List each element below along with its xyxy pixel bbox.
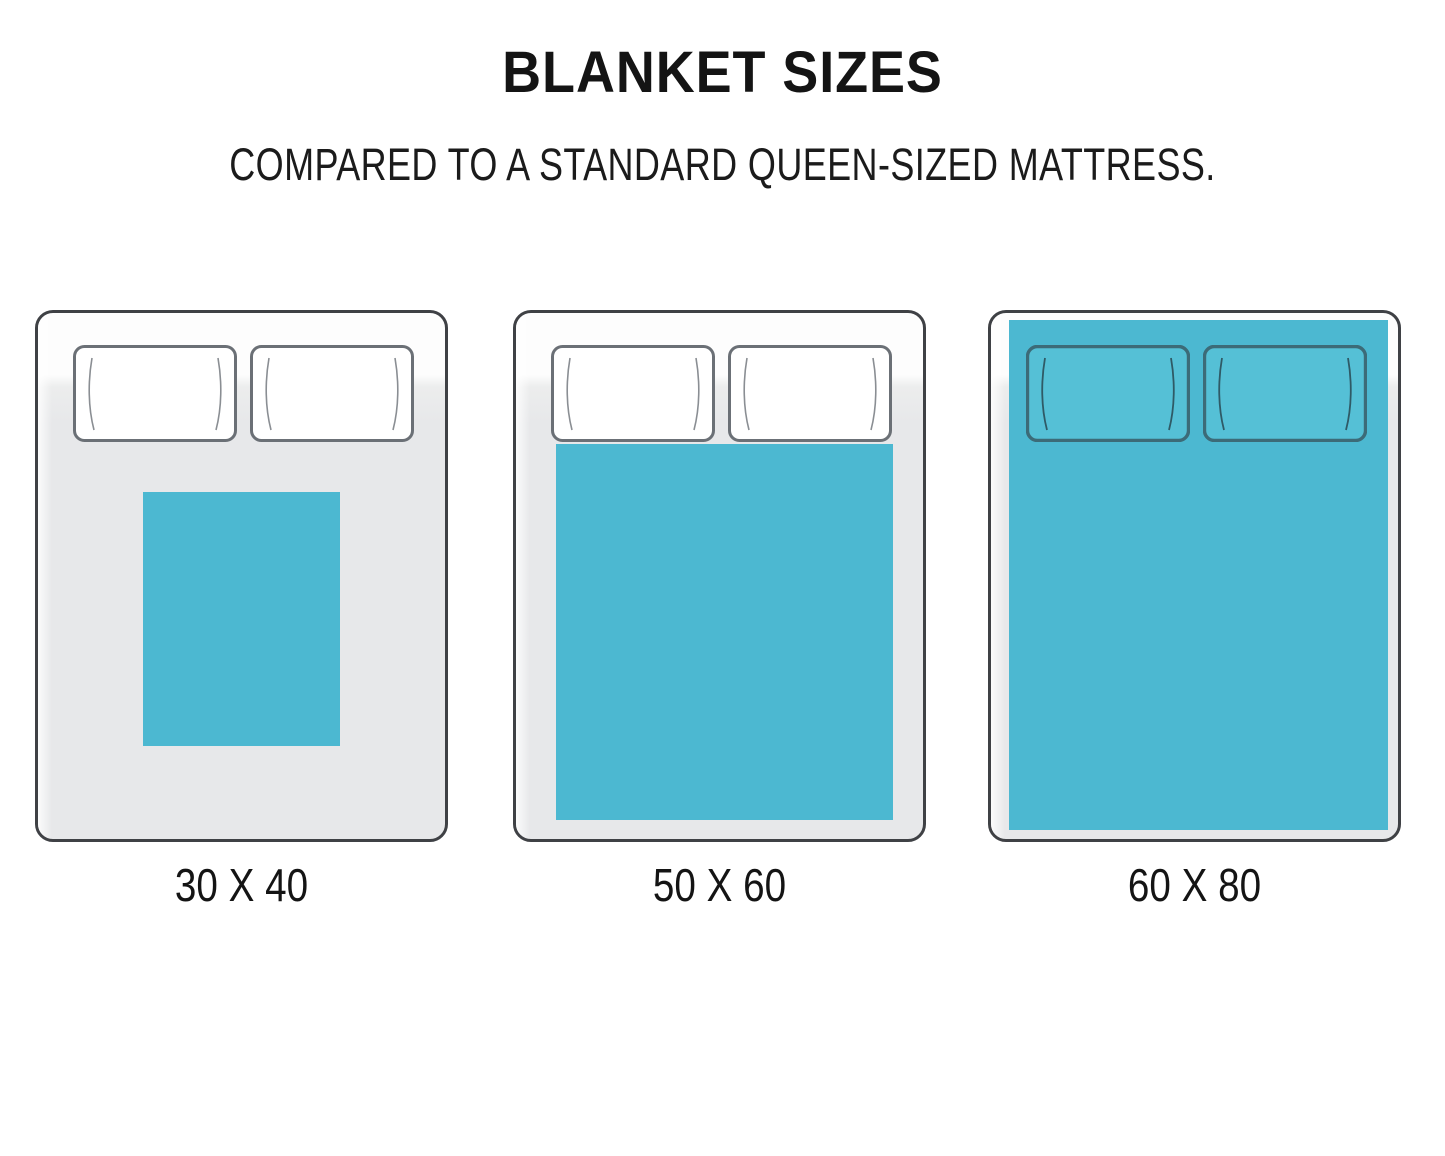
size-label-2: 50 X 60 (652, 859, 787, 911)
blanket-icon (556, 444, 893, 820)
page-title: BLANKET SIZES (502, 40, 943, 105)
pillow-icon (250, 345, 414, 442)
bed-diagram-3 (988, 310, 1401, 842)
pillow-icon (73, 345, 237, 442)
blanket-icon (143, 492, 340, 746)
mattress-icon (35, 310, 448, 842)
mattress-icon (988, 310, 1401, 842)
size-label-1: 30 X 40 (174, 859, 309, 911)
size-label-3: 60 X 80 (1127, 859, 1262, 911)
pillow-icon (551, 345, 715, 442)
page-subtitle: COMPARED TO A STANDARD QUEEN-SIZED MATTR… (229, 139, 1216, 190)
bed-diagram-2 (513, 310, 926, 842)
pillow-icon (728, 345, 892, 442)
bed-diagram-1 (35, 310, 448, 842)
pillow-icon (1026, 345, 1190, 442)
pillow-icon (1203, 345, 1367, 442)
mattress-icon (513, 310, 926, 842)
